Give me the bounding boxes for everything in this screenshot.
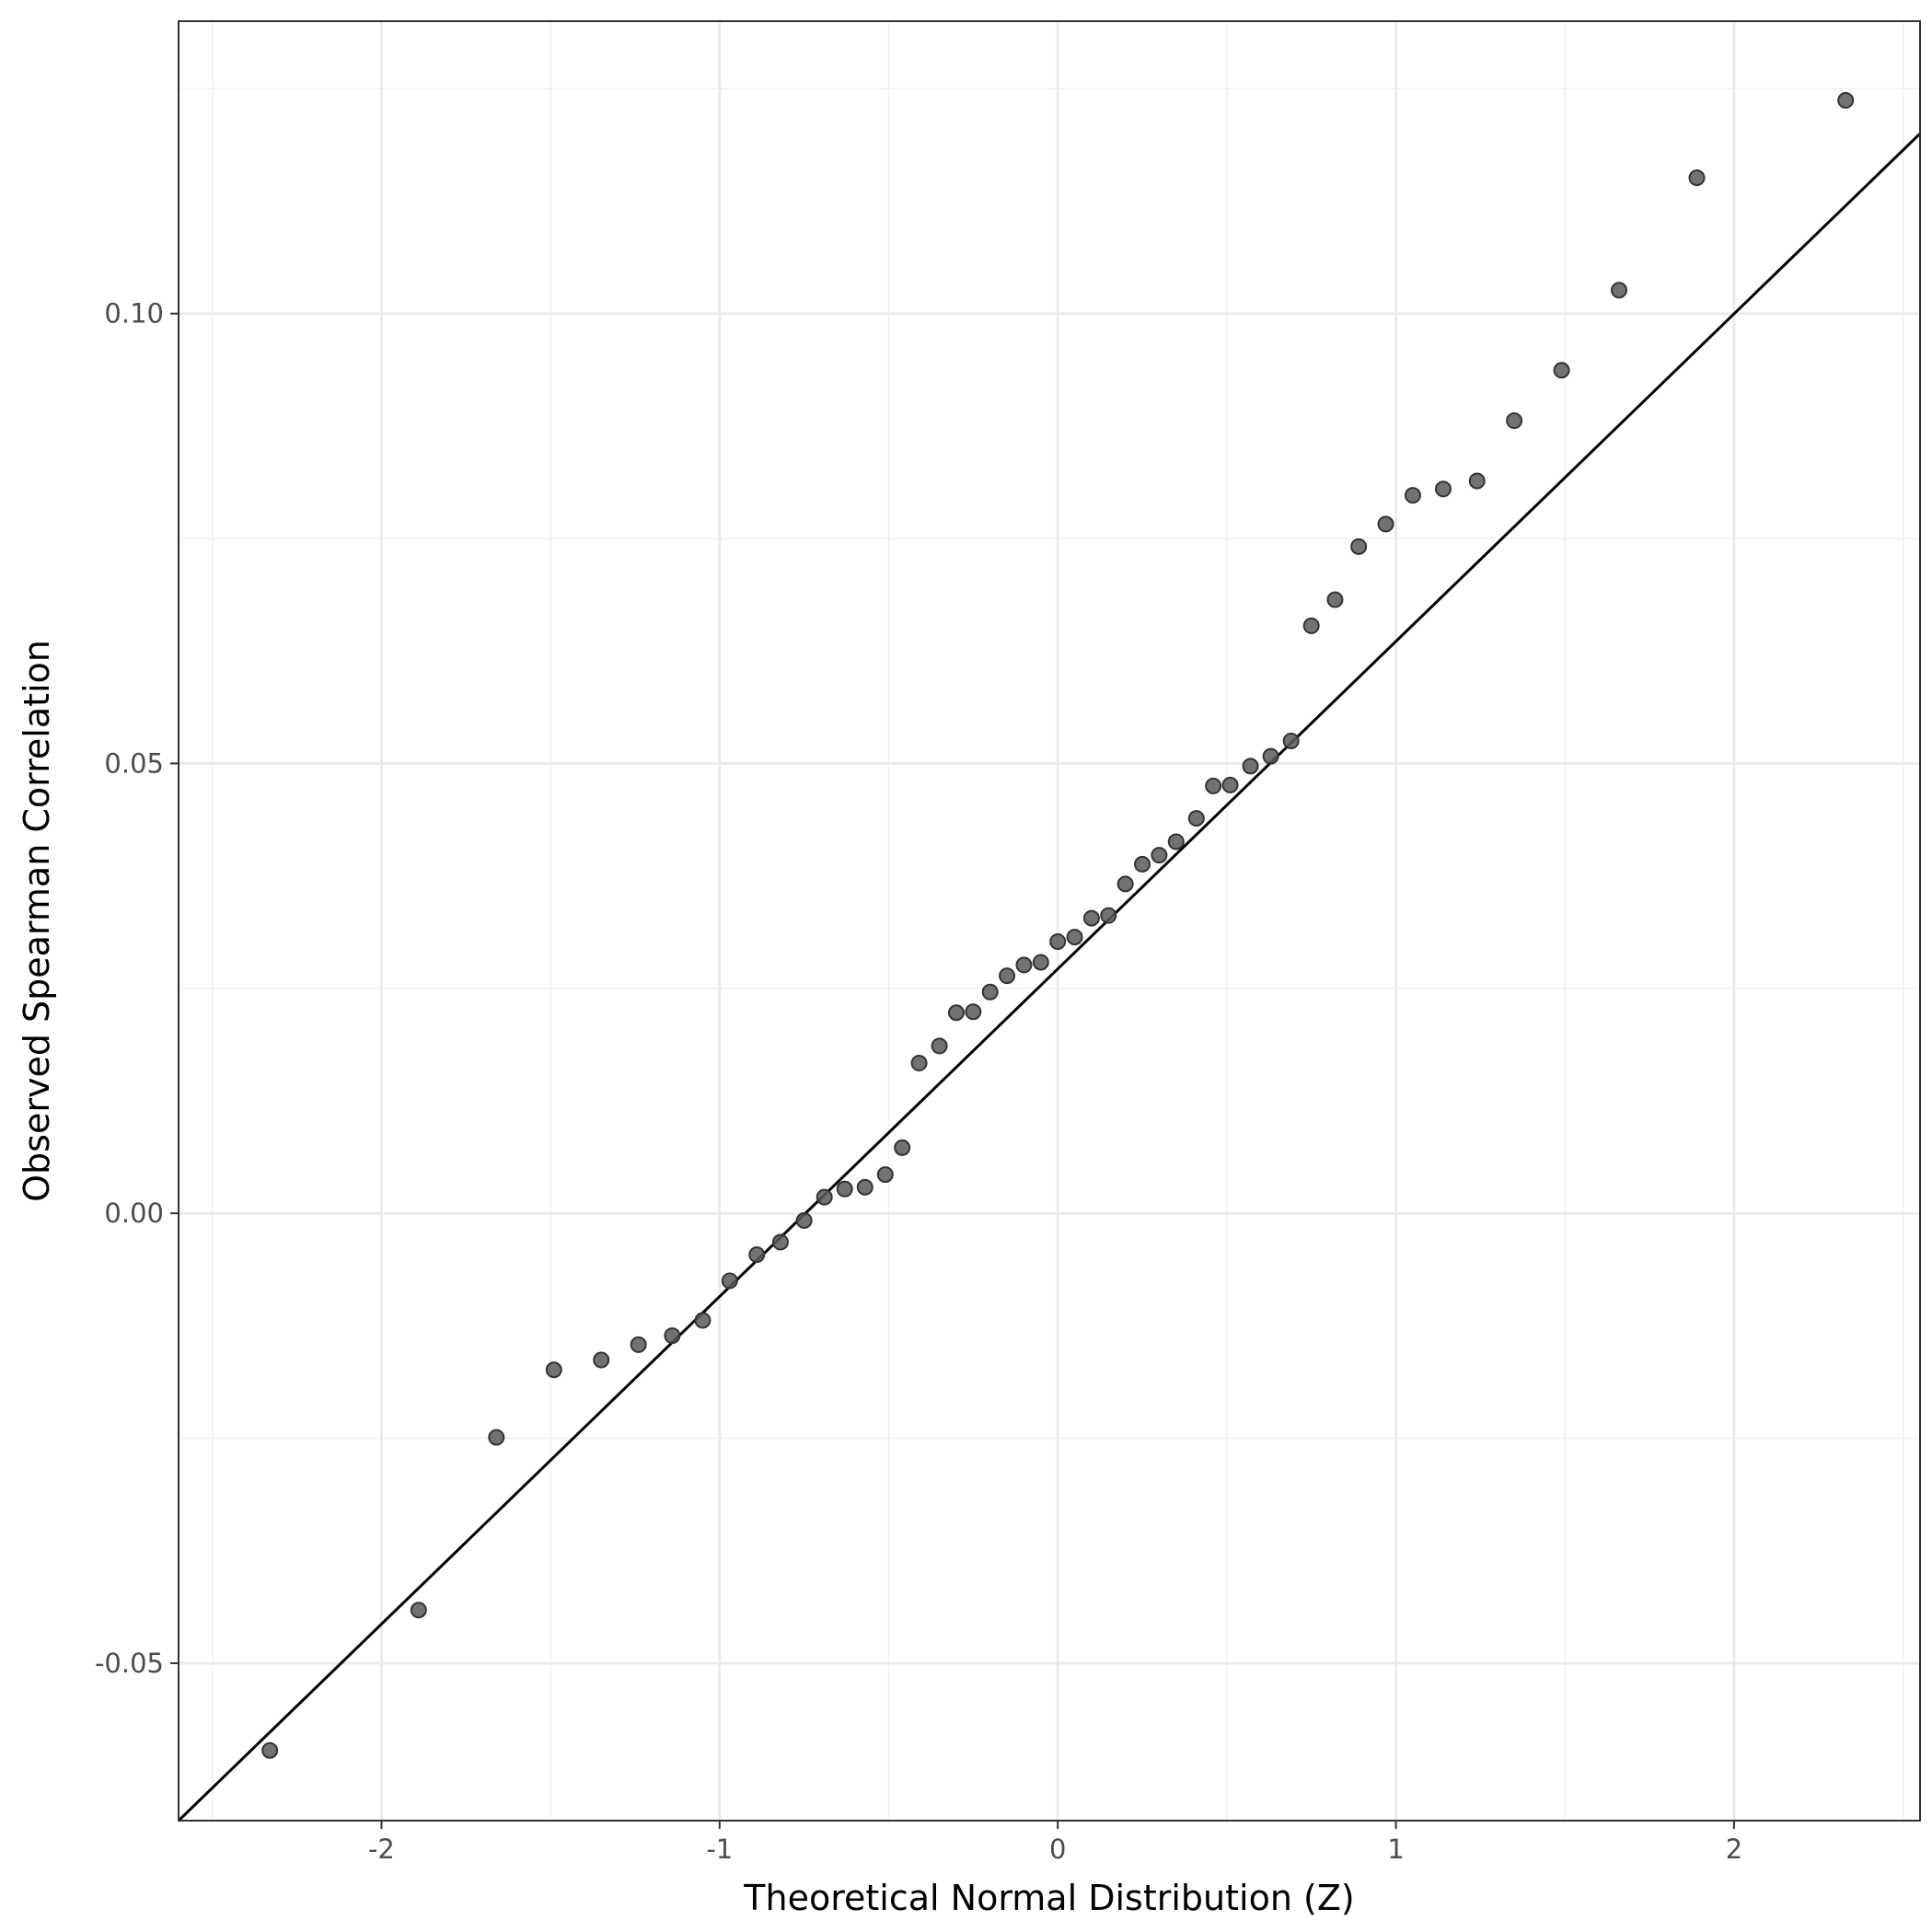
data-point-36 (1242, 758, 1259, 775)
data-point-26 (1066, 929, 1083, 946)
data-point-1 (410, 1602, 427, 1619)
data-point-19 (947, 1004, 965, 1022)
data-point-23 (1015, 956, 1033, 974)
data-point-22 (999, 967, 1016, 985)
data-point-25 (1049, 932, 1067, 950)
data-point-45 (1468, 472, 1486, 490)
data-point-2 (488, 1429, 505, 1446)
data-point-39 (1302, 617, 1320, 634)
x-axis-ticks: -2 -1 0 1 2 (368, 1821, 1742, 1865)
data-point-34 (1205, 777, 1222, 794)
data-point-43 (1404, 487, 1421, 504)
panel-border (178, 20, 1921, 1822)
data-point-50 (1837, 92, 1855, 110)
minor-gridlines (179, 21, 1920, 1821)
data-point-14 (856, 1178, 873, 1196)
data-point-11 (795, 1212, 813, 1230)
data-point-15 (876, 1166, 894, 1184)
data-point-49 (1688, 169, 1706, 187)
data-point-47 (1553, 362, 1570, 379)
data-point-16 (894, 1139, 911, 1156)
data-point-8 (721, 1272, 738, 1290)
x-tick-label-3: 1 (1387, 1834, 1404, 1865)
y-tick-label-1: 0.00 (104, 1197, 164, 1229)
data-point-13 (836, 1180, 853, 1197)
data-point-0 (261, 1741, 279, 1759)
x-tick-label-1: -1 (706, 1834, 733, 1865)
data-point-20 (965, 1003, 982, 1021)
y-axis-title: Observed Spearman Correlation (17, 640, 57, 1202)
data-point-7 (694, 1312, 711, 1329)
data-point-28 (1100, 907, 1117, 924)
y-tick-label-0: -0.05 (95, 1648, 164, 1679)
data-point-4 (593, 1351, 610, 1369)
reference-line (177, 133, 1922, 1822)
data-point-21 (981, 983, 999, 1001)
x-axis-title: Theoretical Normal Distribution (Z) (743, 1878, 1354, 1918)
y-axis-ticks: -0.05 0.00 0.05 0.10 (95, 298, 179, 1679)
data-point-5 (630, 1336, 647, 1353)
data-point-38 (1282, 733, 1300, 749)
data-point-37 (1262, 747, 1279, 765)
data-point-40 (1326, 591, 1344, 608)
data-point-31 (1151, 847, 1168, 864)
data-point-42 (1377, 515, 1394, 533)
data-points (261, 92, 1855, 1759)
major-gridlines (179, 21, 1920, 1821)
data-point-3 (545, 1361, 562, 1379)
x-tick-label-0: -2 (368, 1834, 395, 1865)
data-point-48 (1611, 282, 1628, 299)
y-tick-label-3: 0.10 (104, 298, 164, 330)
data-point-35 (1221, 776, 1239, 793)
data-point-9 (748, 1246, 766, 1264)
data-point-32 (1167, 833, 1185, 850)
data-point-46 (1506, 412, 1523, 430)
data-point-18 (931, 1037, 948, 1055)
data-point-6 (664, 1327, 681, 1345)
data-point-30 (1134, 855, 1151, 873)
data-point-41 (1350, 538, 1368, 555)
data-point-27 (1082, 909, 1100, 927)
x-tick-label-4: 2 (1726, 1834, 1742, 1865)
data-point-29 (1116, 875, 1134, 893)
data-point-17 (910, 1054, 928, 1071)
x-tick-label-2: 0 (1049, 1834, 1066, 1865)
data-point-24 (1032, 954, 1049, 971)
data-point-12 (816, 1188, 833, 1206)
y-tick-label-2: 0.05 (104, 747, 164, 779)
data-point-33 (1187, 810, 1205, 827)
data-point-10 (771, 1233, 789, 1251)
data-point-44 (1434, 480, 1452, 498)
